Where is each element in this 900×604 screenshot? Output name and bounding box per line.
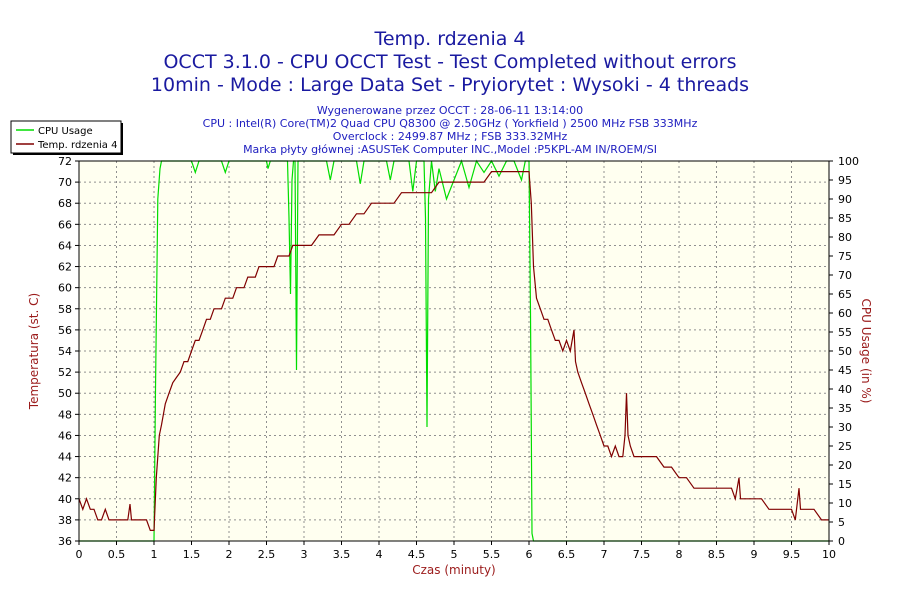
y-right-tick-label: 75 [838, 250, 852, 263]
y-left-tick-label: 38 [58, 514, 72, 527]
y-right-tick-label: 25 [838, 440, 852, 453]
y-right-tick-label: 30 [838, 421, 852, 434]
y-right-tick-label: 70 [838, 269, 852, 282]
y-left-tick-label: 62 [58, 261, 72, 274]
y-left-axis-label: Temperatura (st. C) [27, 293, 41, 410]
y-left-tick-label: 36 [58, 535, 72, 548]
y-left-tick-label: 52 [58, 366, 72, 379]
x-tick-label: 0 [76, 548, 83, 561]
y-right-tick-label: 35 [838, 402, 852, 415]
y-right-tick-label: 0 [838, 535, 845, 548]
y-left-tick-label: 46 [58, 429, 72, 442]
y-left-tick-label: 48 [58, 408, 72, 421]
y-left-tick-label: 56 [58, 324, 72, 337]
y-left-tick-label: 72 [58, 155, 72, 168]
x-axis-label: Czas (minuty) [412, 563, 496, 577]
x-tick-label: 2.5 [258, 548, 276, 561]
x-tick-label: 7 [601, 548, 608, 561]
y-right-tick-label: 95 [838, 174, 852, 187]
chart-title-line-1: Temp. rdzenia 4 [373, 28, 525, 50]
legend: CPU Usage Temp. rdzenia 4 [10, 120, 123, 155]
chart-title-line-3: 10min - Mode : Large Data Set - Pryioryt… [151, 74, 749, 96]
x-tick-label: 5.5 [483, 548, 501, 561]
info-line-3: Overclock : 2499.87 MHz ; FSB 333.32MHz [333, 130, 568, 143]
x-tick-label: 10 [822, 548, 836, 561]
x-tick-label: 8 [676, 548, 683, 561]
y-left-tick-label: 66 [58, 218, 72, 231]
y-right-tick-label: 100 [838, 155, 859, 168]
y-right-tick-label: 15 [838, 478, 852, 491]
plot-group: 0 0.5 1 1.5 2 2.5 3 3.5 4 4.5 5 5.5 6 6.5 7 7.5 8 8.5 9 9.5… [27, 155, 873, 577]
x-tick-label: 2 [226, 548, 233, 561]
x-tick-label: 4.5 [408, 548, 426, 561]
legend-entry-label: CPU Usage [38, 126, 93, 137]
y-left-tick-label: 58 [58, 303, 72, 316]
x-tick-label: 9.5 [783, 548, 801, 561]
y-left-tick-label: 50 [58, 387, 72, 400]
y-right-tick-label: 55 [838, 326, 852, 339]
y-right-tick-label: 20 [838, 459, 852, 472]
y-right-tick-label: 85 [838, 212, 852, 225]
info-line-2: CPU : Intel(R) Core(TM)2 Quad CPU Q8300 … [203, 117, 698, 130]
x-tick-label: 0.5 [108, 548, 126, 561]
x-tick-label: 3.5 [333, 548, 351, 561]
legend-entry-label: Temp. rdzenia 4 [37, 140, 117, 151]
y-right-tick-label: 40 [838, 383, 852, 396]
y-left-tick-label: 70 [58, 176, 72, 189]
y-right-axis-label: CPU Usage (in %) [859, 299, 873, 404]
x-tick-label: 4 [376, 548, 383, 561]
x-tick-label: 3 [301, 548, 308, 561]
y-right-tick-label: 60 [838, 307, 852, 320]
y-left-tick-label: 68 [58, 197, 72, 210]
y-left-tick-label: 60 [58, 282, 72, 295]
y-right-tick-label: 10 [838, 497, 852, 510]
y-right-tick-label: 80 [838, 231, 852, 244]
x-tick-label: 1 [151, 548, 158, 561]
y-right-tick-label: 50 [838, 345, 852, 358]
y-left-tick-label: 42 [58, 472, 72, 485]
x-tick-label: 6 [526, 548, 533, 561]
y-right-tick-label: 65 [838, 288, 852, 301]
y-right-tick-label: 45 [838, 364, 852, 377]
x-tick-label: 6.5 [558, 548, 576, 561]
header-group: Temp. rdzenia 4 OCCT 3.1.0 - CPU OCCT Te… [151, 28, 749, 156]
y-right-tick-label: 5 [838, 516, 845, 529]
series-line-temperature [78, 171, 829, 532]
y-left-tick-label: 54 [58, 345, 72, 358]
chart-title-line-2: OCCT 3.1.0 - CPU OCCT Test - Test Comple… [163, 51, 736, 73]
x-tick-label: 1.5 [183, 548, 201, 561]
y-right-tick-label: 90 [838, 193, 852, 206]
y-left-tick-label: 40 [58, 493, 72, 506]
x-tick-label: 5 [451, 548, 458, 561]
info-line-4: Marka płyty głównej :ASUSTeK Computer IN… [243, 143, 657, 156]
y-left-tick-label: 44 [58, 451, 72, 464]
y-left-tick-label: 64 [58, 239, 72, 252]
x-tick-label: 8.5 [708, 548, 726, 561]
legend-box [10, 120, 122, 154]
x-tick-label: 9 [751, 548, 758, 561]
info-line-1: Wygenerowane przez OCCT : 28-06-11 13:14… [317, 104, 583, 117]
x-tick-label: 7.5 [633, 548, 651, 561]
